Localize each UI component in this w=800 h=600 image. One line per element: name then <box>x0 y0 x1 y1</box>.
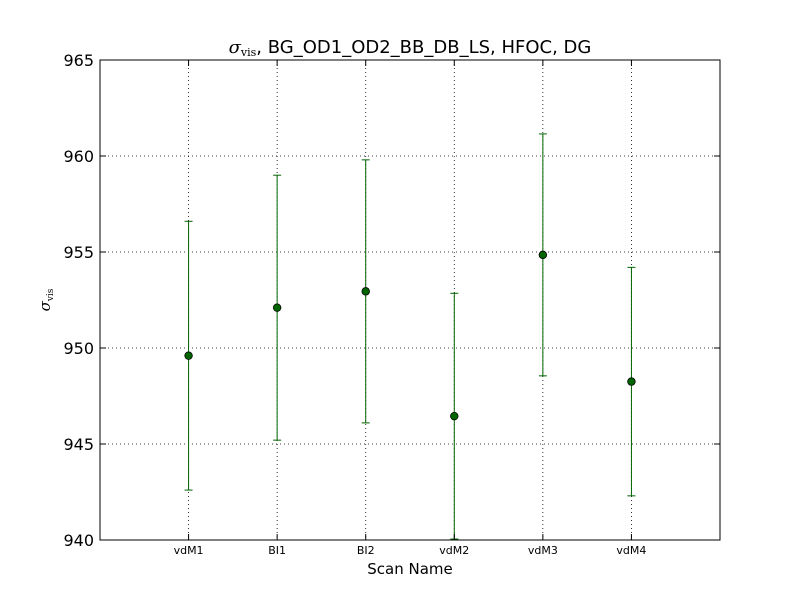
data-point <box>627 377 636 386</box>
axis-ticks: 940 945 950 955 960 965 vdM1 BI1 BI2 vdM2 vdM3 vdM4 <box>63 51 720 557</box>
data-point <box>538 250 548 260</box>
y-axis-label: σvis <box>36 288 56 311</box>
data-layer <box>184 133 636 540</box>
title-symbol: σ <box>229 37 242 58</box>
data-point <box>272 303 282 312</box>
title-symbol-subscript: vis <box>240 46 257 59</box>
y-axis-label-subscript: vis <box>46 288 56 302</box>
title-text: , BG_OD1_OD2_BB_DB_LS, HFOC, DG <box>256 37 591 58</box>
x-tick-label: vdM4 <box>616 544 646 557</box>
x-tick-label: vdM3 <box>528 544 558 557</box>
plot-area <box>99 59 721 541</box>
y-tick-label: 940 <box>63 531 94 550</box>
y-axis-label-symbol: σ <box>36 300 54 311</box>
y-tick-label: 955 <box>63 243 94 262</box>
data-point <box>184 351 193 360</box>
x-tick-label: BI1 <box>268 544 286 557</box>
y-tick-label: 945 <box>63 435 94 454</box>
x-tick-label: vdM2 <box>439 544 469 557</box>
y-tick-label: 960 <box>63 147 94 166</box>
data-point <box>361 287 370 296</box>
data-point <box>450 411 459 421</box>
y-tick-label: 950 <box>63 339 94 358</box>
y-tick-label: 965 <box>63 51 94 70</box>
x-tick-label: BI2 <box>357 544 375 557</box>
x-tick-label: vdM1 <box>174 544 204 557</box>
chart-title: σvis, BG_OD1_OD2_BB_DB_LS, HFOC, DG <box>229 37 592 59</box>
x-axis-label: Scan Name <box>367 560 453 578</box>
grid <box>100 60 720 540</box>
